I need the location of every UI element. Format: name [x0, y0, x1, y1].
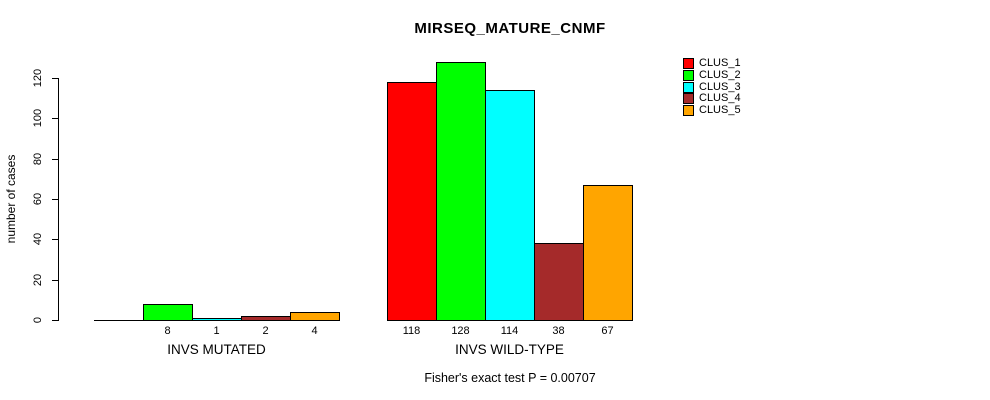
- bar-count-label: 67: [601, 325, 614, 337]
- y-tick: [52, 78, 58, 79]
- bar-count-label: 38: [552, 325, 565, 337]
- chart-title: MIRSEQ_MATURE_CNMF: [414, 20, 606, 37]
- bar: [436, 62, 486, 321]
- bar-zero-height: [94, 320, 144, 321]
- legend: CLUS_1 CLUS_2 CLUS_3 CLUS_4 CLUS_5: [683, 58, 741, 117]
- legend-label: CLUS_2: [699, 69, 741, 82]
- bar: [143, 304, 193, 321]
- bar: [485, 90, 535, 321]
- group-label: INVS MUTATED: [167, 342, 266, 357]
- y-axis-line: [58, 78, 59, 321]
- y-tick: [52, 159, 58, 160]
- bar-count-label: 8: [164, 325, 171, 337]
- legend-item: CLUS_5: [683, 105, 741, 117]
- bar-count-label: 114: [500, 325, 519, 337]
- y-tick-label: 40: [32, 232, 44, 246]
- y-tick-label: 60: [32, 192, 44, 206]
- y-tick-label: 0: [32, 316, 44, 324]
- legend-item: CLUS_1: [683, 58, 741, 70]
- bar: [290, 312, 340, 321]
- legend-color-swatch: [683, 93, 694, 105]
- y-tick: [52, 320, 58, 321]
- group-label: INVS WILD-TYPE: [455, 342, 564, 357]
- legend-color-swatch: [683, 81, 694, 93]
- legend-color-swatch: [683, 70, 694, 82]
- y-tick-label: 20: [32, 273, 44, 287]
- legend-label: CLUS_4: [699, 92, 741, 105]
- legend-label: CLUS_5: [699, 104, 741, 117]
- legend-item: CLUS_4: [683, 93, 741, 105]
- fisher-test-annotation: Fisher's exact test P = 0.00707: [424, 371, 596, 385]
- bar-count-label: 2: [262, 325, 269, 337]
- bar-count-label: 4: [311, 325, 318, 337]
- bar: [583, 185, 633, 321]
- y-tick-label: 80: [32, 152, 44, 166]
- legend-label: CLUS_3: [699, 80, 741, 93]
- bar-count-label: 118: [402, 325, 421, 337]
- bar: [387, 82, 437, 321]
- bar: [241, 316, 291, 321]
- bar-count-label: 1: [213, 325, 220, 337]
- bar-count-label: 128: [451, 325, 470, 337]
- bar: [534, 243, 584, 321]
- legend-label: CLUS_1: [699, 57, 741, 70]
- legend-color-swatch: [683, 105, 694, 117]
- y-tick-label: 120: [32, 68, 44, 88]
- y-tick-label: 100: [32, 108, 44, 128]
- y-tick: [52, 239, 58, 240]
- y-tick: [52, 118, 58, 119]
- legend-item: CLUS_3: [683, 81, 741, 93]
- y-tick: [52, 280, 58, 281]
- bar: [192, 318, 242, 321]
- y-tick: [52, 199, 58, 200]
- legend-item: CLUS_2: [683, 70, 741, 82]
- legend-color-swatch: [683, 58, 694, 70]
